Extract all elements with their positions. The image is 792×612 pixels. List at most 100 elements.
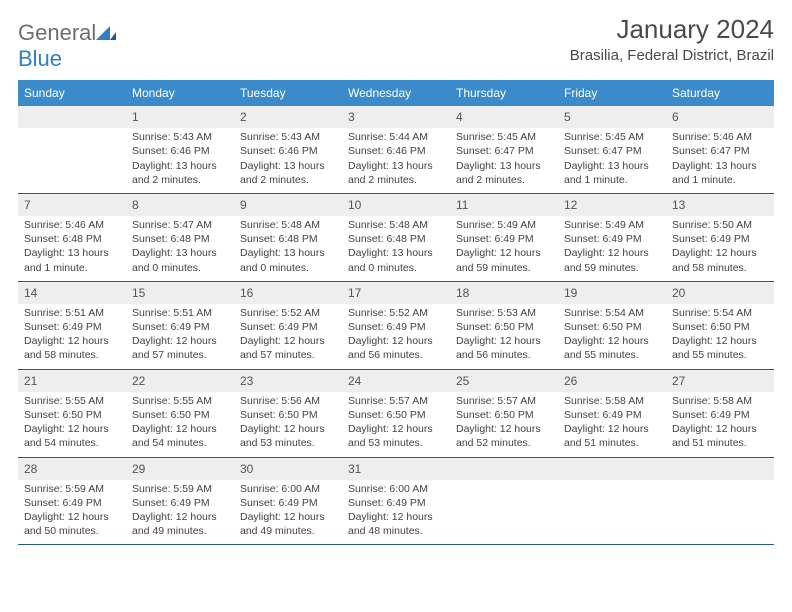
daylight-text: Daylight: 12 hours and 57 minutes. (240, 334, 336, 362)
week-row: 7Sunrise: 5:46 AMSunset: 6:48 PMDaylight… (18, 194, 774, 282)
daylight-text: Daylight: 12 hours and 53 minutes. (240, 422, 336, 450)
day-cell: 11Sunrise: 5:49 AMSunset: 6:49 PMDayligh… (450, 194, 558, 281)
day-body: Sunrise: 5:55 AMSunset: 6:50 PMDaylight:… (18, 392, 126, 457)
daylight-text: Daylight: 13 hours and 0 minutes. (132, 246, 228, 274)
sunset-text: Sunset: 6:48 PM (348, 232, 444, 246)
daylight-text: Daylight: 12 hours and 51 minutes. (564, 422, 660, 450)
day-number: 5 (558, 106, 666, 128)
day-body: Sunrise: 5:49 AMSunset: 6:49 PMDaylight:… (558, 216, 666, 281)
day-number: 25 (450, 370, 558, 392)
calendar: SundayMondayTuesdayWednesdayThursdayFrid… (18, 80, 774, 545)
day-cell: 2Sunrise: 5:43 AMSunset: 6:46 PMDaylight… (234, 106, 342, 193)
day-number: 21 (18, 370, 126, 392)
sunrise-text: Sunrise: 5:52 AM (348, 306, 444, 320)
header: General Blue January 2024 Brasilia, Fede… (18, 14, 774, 72)
weekday-cell: Tuesday (234, 80, 342, 106)
day-cell: 9Sunrise: 5:48 AMSunset: 6:48 PMDaylight… (234, 194, 342, 281)
daylight-text: Daylight: 12 hours and 56 minutes. (348, 334, 444, 362)
day-cell (18, 106, 126, 193)
sunset-text: Sunset: 6:50 PM (564, 320, 660, 334)
day-body: Sunrise: 5:51 AMSunset: 6:49 PMDaylight:… (18, 304, 126, 369)
sunset-text: Sunset: 6:46 PM (348, 144, 444, 158)
week-row: 1Sunrise: 5:43 AMSunset: 6:46 PMDaylight… (18, 106, 774, 194)
day-cell: 21Sunrise: 5:55 AMSunset: 6:50 PMDayligh… (18, 370, 126, 457)
day-cell: 29Sunrise: 5:59 AMSunset: 6:49 PMDayligh… (126, 458, 234, 545)
sunrise-text: Sunrise: 6:00 AM (240, 482, 336, 496)
title-block: January 2024 Brasilia, Federal District,… (570, 14, 774, 64)
logo-triangle-icon (96, 24, 116, 40)
day-body: Sunrise: 5:44 AMSunset: 6:46 PMDaylight:… (342, 128, 450, 193)
sunset-text: Sunset: 6:50 PM (456, 408, 552, 422)
sunrise-text: Sunrise: 5:59 AM (132, 482, 228, 496)
day-cell: 23Sunrise: 5:56 AMSunset: 6:50 PMDayligh… (234, 370, 342, 457)
weekday-cell: Sunday (18, 80, 126, 106)
logo-text: General Blue (18, 20, 116, 72)
logo: General Blue (18, 14, 116, 72)
day-number: 12 (558, 194, 666, 216)
day-cell: 22Sunrise: 5:55 AMSunset: 6:50 PMDayligh… (126, 370, 234, 457)
daylight-text: Daylight: 13 hours and 1 minute. (24, 246, 120, 274)
sunset-text: Sunset: 6:46 PM (132, 144, 228, 158)
day-body: Sunrise: 5:58 AMSunset: 6:49 PMDaylight:… (666, 392, 774, 457)
sunrise-text: Sunrise: 5:56 AM (240, 394, 336, 408)
day-cell: 1 Sunrise: 5:43 AMSunset: 6:46 PMDaylight… (126, 106, 234, 193)
sunrise-text: Sunrise: 5:58 AM (564, 394, 660, 408)
day-number: 3 (342, 106, 450, 128)
day-number: 2 (234, 106, 342, 128)
weekday-header-row: SundayMondayTuesdayWednesdayThursdayFrid… (18, 80, 774, 106)
sunrise-text: Sunrise: 5:44 AM (348, 130, 444, 144)
weekday-cell: Thursday (450, 80, 558, 106)
sunrise-text: Sunrise: 5:48 AM (240, 218, 336, 232)
sunrise-text: Sunrise: 5:49 AM (456, 218, 552, 232)
day-cell: 12Sunrise: 5:49 AMSunset: 6:49 PMDayligh… (558, 194, 666, 281)
sunrise-text: Sunrise: 5:54 AM (564, 306, 660, 320)
day-body: Sunrise: 5:59 AMSunset: 6:49 PMDaylight:… (126, 480, 234, 545)
day-cell (450, 458, 558, 545)
day-number: 27 (666, 370, 774, 392)
sunrise-text: Sunrise: 5:51 AM (24, 306, 120, 320)
daylight-text: Daylight: 13 hours and 2 minutes. (132, 159, 228, 187)
daylight-text: Daylight: 13 hours and 1 minute. (564, 159, 660, 187)
sunrise-text: Sunrise: 5:49 AM (564, 218, 660, 232)
day-cell: 31Sunrise: 6:00 AMSunset: 6:49 PMDayligh… (342, 458, 450, 545)
daylight-text: Daylight: 12 hours and 55 minutes. (564, 334, 660, 362)
day-number: 1 (126, 106, 234, 128)
daylight-text: Daylight: 13 hours and 1 minute. (672, 159, 768, 187)
sunrise-text: Sunrise: 5:52 AM (240, 306, 336, 320)
day-number: 18 (450, 282, 558, 304)
daylight-text: Daylight: 12 hours and 49 minutes. (240, 510, 336, 538)
daylight-text: Daylight: 12 hours and 51 minutes. (672, 422, 768, 450)
daylight-text: Daylight: 13 hours and 2 minutes. (240, 159, 336, 187)
sunrise-text: Sunrise: 5:43 AM (132, 130, 228, 144)
sunset-text: Sunset: 6:46 PM (240, 144, 336, 158)
week-row: 21Sunrise: 5:55 AMSunset: 6:50 PMDayligh… (18, 370, 774, 458)
daylight-text: Daylight: 13 hours and 2 minutes. (456, 159, 552, 187)
day-body: Sunrise: 5:52 AMSunset: 6:49 PMDaylight:… (342, 304, 450, 369)
week-row: 14Sunrise: 5:51 AMSunset: 6:49 PMDayligh… (18, 282, 774, 370)
day-cell: 8Sunrise: 5:47 AMSunset: 6:48 PMDaylight… (126, 194, 234, 281)
day-body: Sunrise: 5:45 AMSunset: 6:47 PMDaylight:… (450, 128, 558, 193)
sunrise-text: Sunrise: 5:53 AM (456, 306, 552, 320)
sunset-text: Sunset: 6:49 PM (240, 320, 336, 334)
day-cell: 4Sunrise: 5:45 AMSunset: 6:47 PMDaylight… (450, 106, 558, 193)
sunrise-text: Sunrise: 5:55 AM (24, 394, 120, 408)
day-body: Sunrise: 5:50 AMSunset: 6:49 PMDaylight:… (666, 216, 774, 281)
logo-text-blue: Blue (18, 46, 62, 71)
day-body: Sunrise: 5:59 AMSunset: 6:49 PMDaylight:… (18, 480, 126, 545)
day-cell: 30Sunrise: 6:00 AMSunset: 6:49 PMDayligh… (234, 458, 342, 545)
day-body: Sunrise: 5:55 AMSunset: 6:50 PMDaylight:… (126, 392, 234, 457)
daylight-text: Daylight: 12 hours and 57 minutes. (132, 334, 228, 362)
day-cell: 16Sunrise: 5:52 AMSunset: 6:49 PMDayligh… (234, 282, 342, 369)
daylight-text: Daylight: 12 hours and 50 minutes. (24, 510, 120, 538)
daylight-text: Daylight: 12 hours and 54 minutes. (24, 422, 120, 450)
day-cell: 14Sunrise: 5:51 AMSunset: 6:49 PMDayligh… (18, 282, 126, 369)
day-body: Sunrise: 6:00 AMSunset: 6:49 PMDaylight:… (234, 480, 342, 545)
sunrise-text: Sunrise: 5:48 AM (348, 218, 444, 232)
daylight-text: Daylight: 12 hours and 54 minutes. (132, 422, 228, 450)
day-cell: 15Sunrise: 5:51 AMSunset: 6:49 PMDayligh… (126, 282, 234, 369)
sunrise-text: Sunrise: 5:47 AM (132, 218, 228, 232)
day-cell: 10Sunrise: 5:48 AMSunset: 6:48 PMDayligh… (342, 194, 450, 281)
day-number: 10 (342, 194, 450, 216)
day-body: Sunrise: 5:48 AMSunset: 6:48 PMDaylight:… (234, 216, 342, 281)
daylight-text: Daylight: 12 hours and 52 minutes. (456, 422, 552, 450)
